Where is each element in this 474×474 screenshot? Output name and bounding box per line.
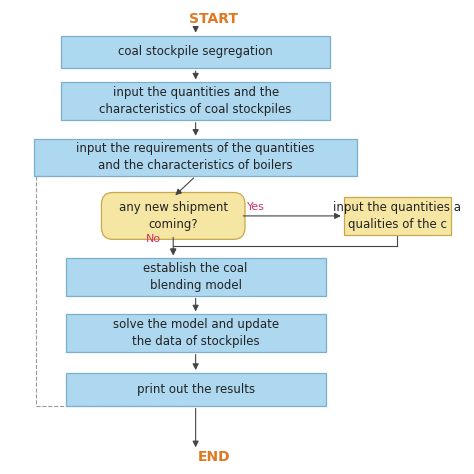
Text: any new shipment
coming?: any new shipment coming? — [118, 201, 228, 231]
FancyBboxPatch shape — [101, 192, 245, 239]
FancyBboxPatch shape — [344, 197, 451, 235]
Text: START: START — [189, 12, 238, 26]
FancyBboxPatch shape — [61, 36, 330, 68]
Text: Yes: Yes — [247, 201, 265, 211]
Text: coal stockpile segregation: coal stockpile segregation — [118, 46, 273, 58]
FancyBboxPatch shape — [34, 138, 357, 176]
Text: input the requirements of the quantities
and the characteristics of boilers: input the requirements of the quantities… — [76, 142, 315, 173]
Text: establish the coal
blending model: establish the coal blending model — [144, 262, 248, 292]
FancyBboxPatch shape — [65, 373, 326, 406]
Text: input the quantities and the
characteristics of coal stockpiles: input the quantities and the characteris… — [100, 86, 292, 116]
Text: No: No — [146, 234, 161, 244]
Text: print out the results: print out the results — [137, 383, 255, 396]
Text: input the quantities a
qualities of the c: input the quantities a qualities of the … — [334, 201, 462, 231]
Text: END: END — [197, 450, 230, 464]
FancyBboxPatch shape — [61, 82, 330, 120]
FancyBboxPatch shape — [65, 258, 326, 296]
FancyBboxPatch shape — [65, 314, 326, 352]
Text: solve the model and update
the data of stockpiles: solve the model and update the data of s… — [113, 318, 279, 348]
